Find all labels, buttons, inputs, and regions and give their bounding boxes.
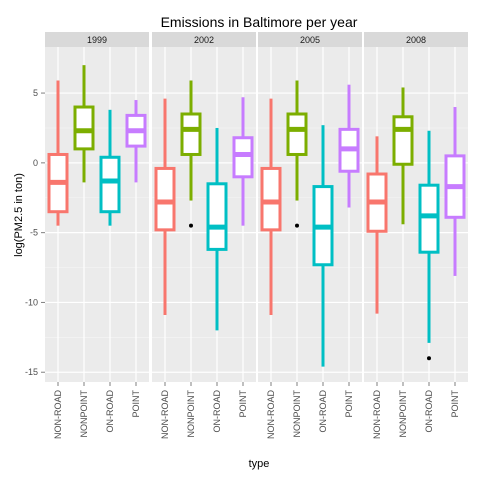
outlier-point <box>189 224 193 228</box>
facet-strip-label: 2008 <box>406 35 426 45</box>
x-tick-label: POINT <box>131 390 141 418</box>
chart-title: Emissions in Baltimore per year <box>161 14 358 30</box>
box-body <box>420 185 438 252</box>
y-tick-label: 0 <box>33 158 38 168</box>
box-body <box>288 114 306 154</box>
box-body <box>394 117 412 164</box>
box-body <box>234 138 252 177</box>
facet-panel: 1999 NON-ROAD NONPOINT ON-ROAD POINT <box>45 32 149 439</box>
facet-panel: 2002 NON-ROAD NONPOINT ON-ROAD POINT <box>152 32 256 439</box>
box-body <box>262 168 280 229</box>
x-tick-label: NONPOINT <box>186 390 196 438</box>
y-tick-label: -10 <box>25 297 38 307</box>
x-tick-label: NON-ROAD <box>160 390 170 439</box>
box-body <box>208 184 226 250</box>
x-tick-label: NONPOINT <box>79 390 89 438</box>
x-axis-title: type <box>249 458 270 470</box>
outlier-point <box>295 224 299 228</box>
x-tick-label: POINT <box>450 390 460 418</box>
panel-background <box>45 47 149 382</box>
x-tick-label: ON-ROAD <box>318 390 328 433</box>
box-body <box>75 107 93 149</box>
box-body <box>156 168 174 229</box>
facet-panels: 1999 NON-ROAD NONPOINT ON-ROAD POINT 2002 NON-… <box>45 32 468 439</box>
facet-strip-label: 2005 <box>300 35 320 45</box>
x-tick-label: NON-ROAD <box>266 390 276 439</box>
facet-strip-label: 2002 <box>194 35 214 45</box>
y-axis-title: log(PM2.5 in ton) <box>13 173 25 257</box>
box-body <box>101 157 119 211</box>
x-tick-label: ON-ROAD <box>424 390 434 433</box>
x-tick-label: ON-ROAD <box>105 390 115 433</box>
facet-strip-label: 1999 <box>87 35 107 45</box>
facet-panel: 2005 NON-ROAD NONPOINT ON-ROAD POINT <box>258 32 362 439</box>
box-body <box>182 114 200 154</box>
x-tick-label: POINT <box>344 390 354 418</box>
x-tick-label: NONPOINT <box>398 390 408 438</box>
x-tick-label: NON-ROAD <box>53 390 63 439</box>
y-tick-label: -5 <box>30 228 38 238</box>
facet-panel: 2008 NON-ROAD NONPOINT ON-ROAD POINT <box>364 32 468 439</box>
y-tick-label: 5 <box>33 88 38 98</box>
x-tick-label: POINT <box>238 390 248 418</box>
y-tick-label: -15 <box>25 367 38 377</box>
x-tick-label: NON-ROAD <box>372 390 382 439</box>
outlier-point <box>427 356 431 360</box>
x-tick-label: ON-ROAD <box>212 390 222 433</box>
y-axis: -15 -10 -5 0 5 <box>25 88 45 377</box>
x-tick-label: NONPOINT <box>292 390 302 438</box>
